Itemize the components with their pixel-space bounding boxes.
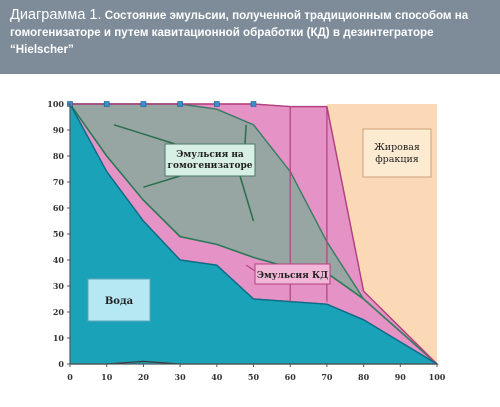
chart-title-lead: Диаграмма 1. [10,7,102,23]
marker-point-4 [214,101,220,107]
annotation-label-kd: Эмульсия КД [257,271,328,281]
x-tick-label: 30 [175,372,187,382]
y-tick-label: 50 [53,229,65,239]
marker-point-1 [103,101,110,107]
y-tick-label: 0 [58,359,64,369]
y-tick-label: 90 [53,125,65,135]
annotation-box-kd [254,263,331,285]
x-tick-label: 40 [211,372,223,382]
x-tick-label: 90 [395,372,407,382]
annotation-arrow-homogenizer-0 [113,124,176,145]
x-tick-label: 10 [101,372,113,382]
y-tick-label: 60 [53,203,65,213]
chart-title-rest: Состояние эмульсии, полученной традицион… [10,9,469,56]
y-tick-label: 10 [53,333,65,343]
annotation-arrow-homogenizer-3 [239,175,255,222]
y-tick-label: 40 [53,255,65,265]
chart-header: Диаграмма 1. Состояние эмульсии, получен… [0,0,500,74]
y-tick-label: 20 [53,307,65,317]
annotation-box-homogenizer [164,143,256,177]
annotation-label-water: Вода [105,296,134,307]
marker-point-2 [140,101,147,107]
x-tick-label: 100 [429,372,446,382]
y-tick-label: 30 [53,281,65,291]
y-tick-label: 70 [53,177,65,187]
x-tick-label: 80 [358,372,370,382]
chart-svg: 0 10 20 30 40 50 60 70 80 90 100 0 10 20 30 40 50 60 70 80 9… [47,99,446,382]
series-line-emulsion-kd [70,103,438,365]
x-tick-label: 70 [321,372,333,382]
y-tick-label: 80 [53,151,65,161]
annotation-arrow-homogenizer-1 [244,124,247,145]
x-tick-label: 0 [67,372,73,382]
marker-point-5 [250,101,257,107]
annotation-box-fat [362,128,432,178]
x-tick-label: 50 [248,372,260,382]
chart-area: 0 10 20 30 40 50 60 70 80 90 100 0 10 20 30 40 50 60 70 80 9… [0,74,500,402]
x-tick-label: 60 [285,372,297,382]
marker-point-3 [177,101,183,107]
annotation-label-fat: фракция [375,154,419,165]
annotation-label-fat: Жировая [374,142,420,153]
annotation-box-water [87,278,151,322]
y-tick-label: 100 [47,99,64,109]
series-line-homogenizer-lower [69,103,438,365]
chart-title: Диаграмма 1. Состояние эмульсии, получен… [10,7,490,58]
series-line-water [69,103,438,365]
annotation-arrow-homogenizer-2 [143,175,181,188]
annotation-label-homogenizer: Эмульсия на [176,150,244,160]
annotation-label-homogenizer: гомогенизаторе [167,161,252,171]
x-tick-label: 20 [138,372,150,382]
